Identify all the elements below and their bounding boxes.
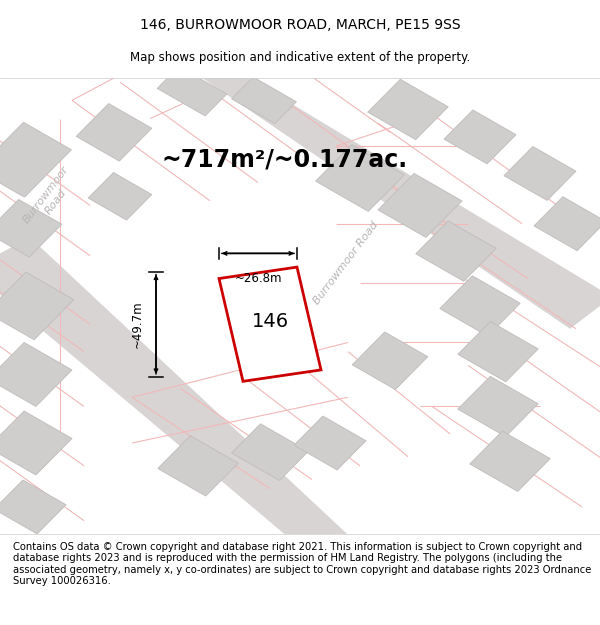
Polygon shape — [168, 54, 600, 329]
Polygon shape — [534, 197, 600, 251]
Text: Map shows position and indicative extent of the property.: Map shows position and indicative extent… — [130, 51, 470, 64]
Polygon shape — [0, 342, 72, 406]
Text: ~717m²/~0.177ac.: ~717m²/~0.177ac. — [162, 148, 408, 172]
Polygon shape — [504, 146, 576, 201]
Text: 146: 146 — [251, 312, 289, 331]
Polygon shape — [352, 332, 428, 389]
Polygon shape — [0, 411, 72, 475]
Text: Burrowmoor
Road: Burrowmoor Road — [22, 164, 80, 232]
Text: Burrowmoor Road: Burrowmoor Road — [312, 219, 380, 306]
Polygon shape — [444, 110, 516, 164]
Polygon shape — [76, 104, 152, 161]
Polygon shape — [232, 424, 308, 481]
Text: 146, BURROWMOOR ROAD, MARCH, PE15 9SS: 146, BURROWMOOR ROAD, MARCH, PE15 9SS — [140, 18, 460, 32]
Polygon shape — [0, 199, 62, 257]
Polygon shape — [416, 221, 496, 281]
Text: ~49.7m: ~49.7m — [131, 301, 144, 348]
Polygon shape — [470, 431, 550, 491]
Polygon shape — [219, 267, 321, 381]
Polygon shape — [294, 416, 366, 470]
Text: Contains OS data © Crown copyright and database right 2021. This information is : Contains OS data © Crown copyright and d… — [13, 542, 592, 586]
Polygon shape — [0, 272, 74, 340]
Polygon shape — [158, 436, 238, 496]
Polygon shape — [157, 66, 227, 116]
Polygon shape — [440, 276, 520, 336]
Polygon shape — [378, 173, 462, 238]
Polygon shape — [0, 238, 372, 558]
Polygon shape — [458, 376, 538, 437]
Polygon shape — [88, 173, 152, 220]
Polygon shape — [458, 321, 538, 382]
Text: ~26.8m: ~26.8m — [234, 272, 282, 284]
Polygon shape — [0, 122, 71, 198]
Polygon shape — [368, 79, 448, 139]
Polygon shape — [316, 144, 404, 211]
Polygon shape — [232, 77, 296, 124]
Polygon shape — [0, 480, 66, 534]
